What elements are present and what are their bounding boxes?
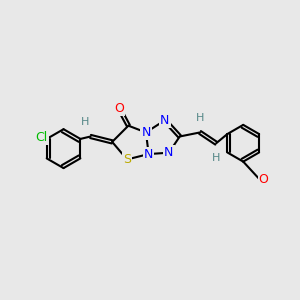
Text: H: H [212, 153, 220, 163]
Text: H: H [196, 112, 204, 123]
Text: O: O [114, 102, 124, 115]
Text: N: N [141, 126, 151, 139]
Text: S: S [123, 153, 131, 166]
Text: N: N [160, 114, 170, 127]
Text: N: N [144, 148, 153, 160]
Text: O: O [259, 173, 269, 186]
Text: Cl: Cl [36, 131, 48, 144]
Text: H: H [81, 117, 89, 127]
Text: N: N [164, 146, 174, 159]
